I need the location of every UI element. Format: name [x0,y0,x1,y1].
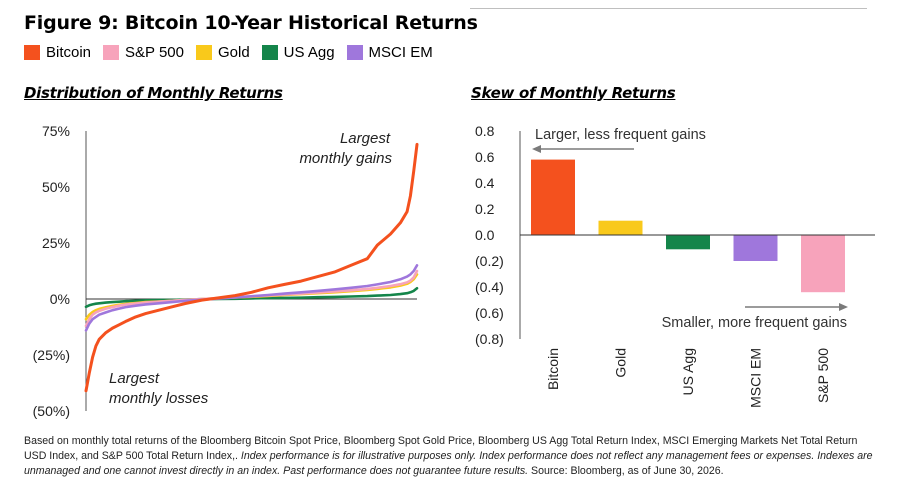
legend-swatch-msci-em [346,45,363,60]
distribution-y-tick-label: (25%) [33,347,70,363]
skew-bar-bitcoin [531,159,575,235]
legend-label-bitcoin: Bitcoin [46,44,92,61]
skew-y-tick-label: (0.4) [475,279,504,295]
legend-label-us-agg: US Agg [283,44,335,61]
annotation-largest-gains-line1: Largest [340,130,391,147]
distribution-y-tick-label: (50%) [33,403,70,419]
annotation-largest-gains-line2: monthly gains [299,150,392,167]
skew-category-label-s-p-500: S&P 500 [815,348,831,403]
footnote-part3: Source: Bloomberg, as of June 30, 2026. [528,465,724,477]
skew-y-tick-label: 0.8 [475,123,495,139]
legend-label-gold: Gold [217,44,250,61]
arrow-left-head [532,145,541,153]
figure-title: Figure 9: Bitcoin 10-Year Historical Ret… [24,12,478,34]
annotation-largest-losses-line1: Largest [109,370,160,387]
footnote-part2: Index performance is for illustrative pu… [24,450,873,477]
skew-y-tick-label: 0.2 [475,201,495,217]
footnote: Based on monthly total returns of the Bl… [24,434,874,479]
legend: Bitcoin S&P 500 Gold US Agg MSCI EM [24,44,445,61]
distribution-y-tick-label: 0% [50,291,70,307]
skew-bar-gold [598,220,643,235]
skew-y-tick-label: (0.2) [475,253,504,269]
distribution-y-tick-label: 75% [42,123,70,139]
legend-item-bitcoin: Bitcoin [24,44,91,61]
skew-y-tick-label: (0.8) [475,331,504,347]
legend-item-msci-em: MSCI EM [346,44,433,61]
skew-bar-msci-em [733,235,778,261]
skew-category-label-gold: Gold [613,348,629,378]
legend-label-sp500: S&P 500 [125,44,184,61]
skew-y-tick-label: 0.4 [475,175,495,191]
top-rule [470,8,867,9]
skew-chart-title: Skew of Monthly Returns [471,84,676,102]
legend-swatch-sp500 [103,45,120,60]
skew-bar-s-p-500 [801,235,845,293]
series-line-bitcoin [84,142,419,393]
legend-item-gold: Gold [195,44,250,61]
legend-swatch-us-agg [261,45,278,60]
skew-category-label-us-agg: US Agg [680,348,696,395]
annotation-larger-less-frequent: Larger, less frequent gains [535,127,706,143]
legend-label-msci-em: MSCI EM [368,44,433,61]
annotation-largest-losses-line2: monthly losses [109,390,209,407]
skew-category-label-msci-em: MSCI EM [748,348,764,408]
legend-item-sp500: S&P 500 [103,44,184,61]
skew-y-tick-label: (0.6) [475,305,504,321]
skew-y-tick-label: 0.0 [475,227,495,243]
footnote-part1: Based on monthly total returns of the Bl… [24,435,858,462]
distribution-chart-title: Distribution of Monthly Returns [24,84,283,102]
legend-swatch-bitcoin [24,45,40,60]
distribution-y-tick-label: 50% [42,179,70,195]
legend-swatch-gold [195,45,212,60]
distribution-y-tick-label: 25% [42,235,70,251]
skew-category-label-bitcoin: Bitcoin [545,348,561,390]
skew-bar-us-agg [666,235,710,250]
legend-item-us-agg: US Agg [261,44,335,61]
skew-y-tick-label: 0.6 [475,149,495,165]
annotation-smaller-more-frequent: Smaller, more frequent gains [662,315,847,331]
arrow-right-head [839,303,848,311]
